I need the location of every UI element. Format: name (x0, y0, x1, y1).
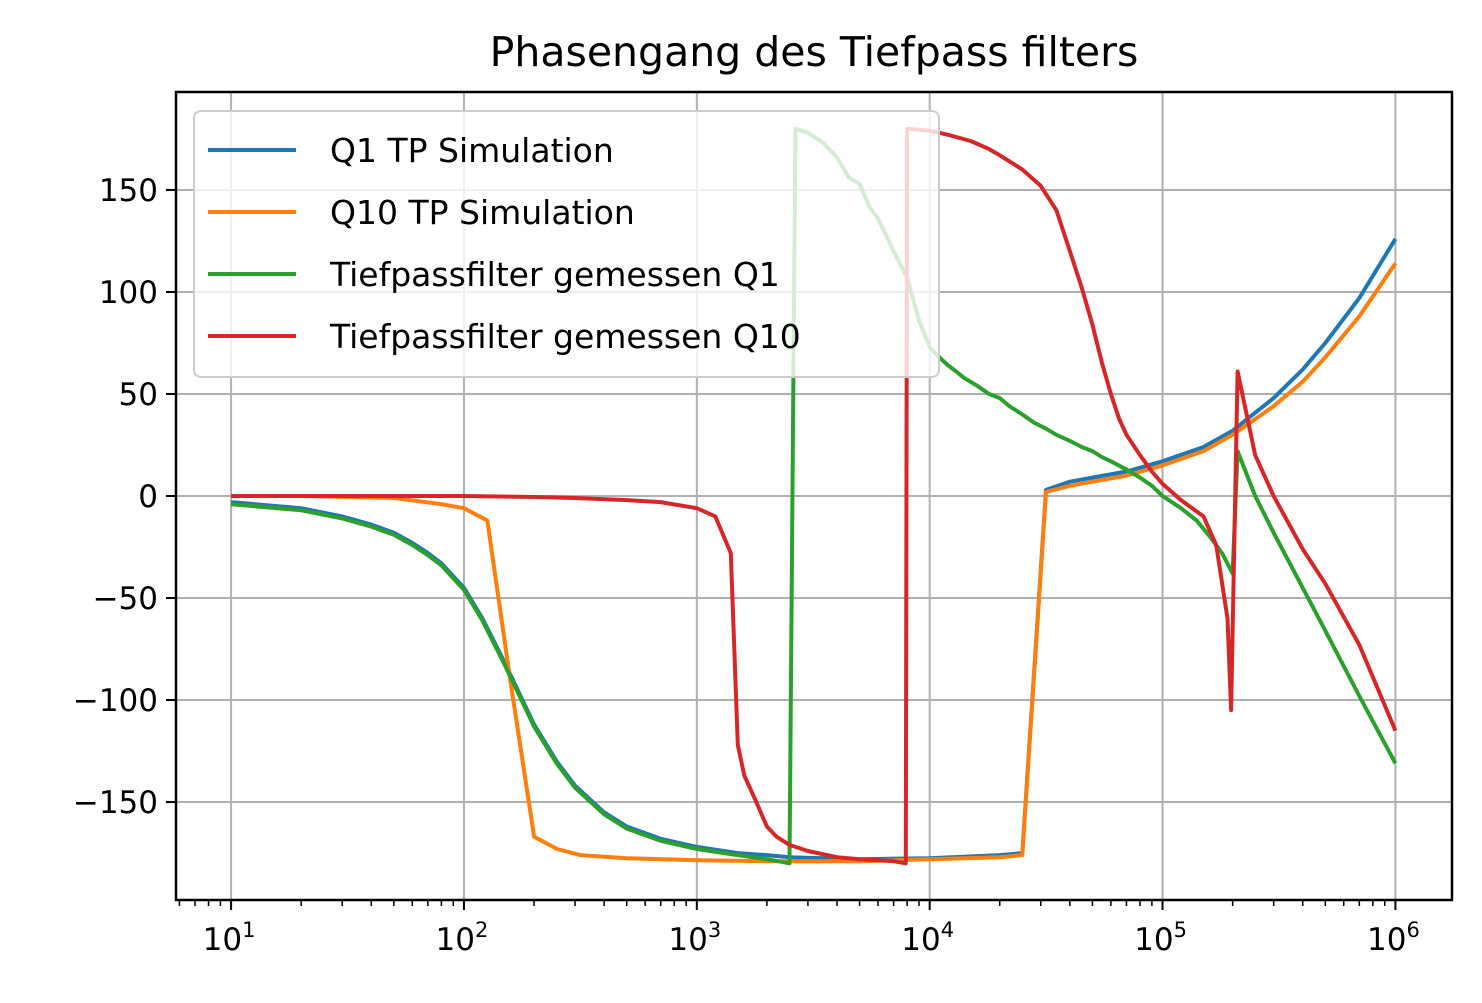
x-tick-label: 106 (1367, 918, 1420, 958)
axis-ticks: 101 102 103 104 105 106 150 100 50 0 −50 −100 −150 (73, 173, 1420, 958)
chart-title: Phasengang des Tiefpass filters (490, 28, 1139, 76)
legend-box (193, 110, 940, 378)
legend-label: Tiefpassfilter gemessen Q1 (329, 255, 780, 294)
y-tick-label: −150 (73, 785, 158, 821)
y-tick-label: 0 (138, 479, 158, 515)
y-tick-label: 50 (119, 377, 158, 413)
series-line-4 (231, 126, 1398, 866)
y-tick-label: −50 (93, 581, 158, 617)
legend-label: Tiefpassfilter gemessen Q10 (329, 317, 801, 356)
x-tick-label: 104 (901, 918, 954, 958)
series-line-2 (231, 262, 1398, 864)
legend: Q1 TP Simulation Q10 TP Simulation Tiefpas… (193, 110, 940, 378)
y-tick-label: −100 (73, 683, 158, 719)
legend-label: Q1 TP Simulation (330, 131, 614, 170)
y-tick-label: 150 (99, 173, 158, 209)
y-tick-label: 100 (99, 275, 158, 311)
legend-label: Q10 TP Simulation (330, 193, 635, 232)
x-tick-label: 101 (203, 918, 256, 958)
x-tick-label: 103 (668, 918, 721, 958)
x-tick-label: 105 (1134, 918, 1187, 958)
x-tick-label: 102 (436, 918, 489, 958)
